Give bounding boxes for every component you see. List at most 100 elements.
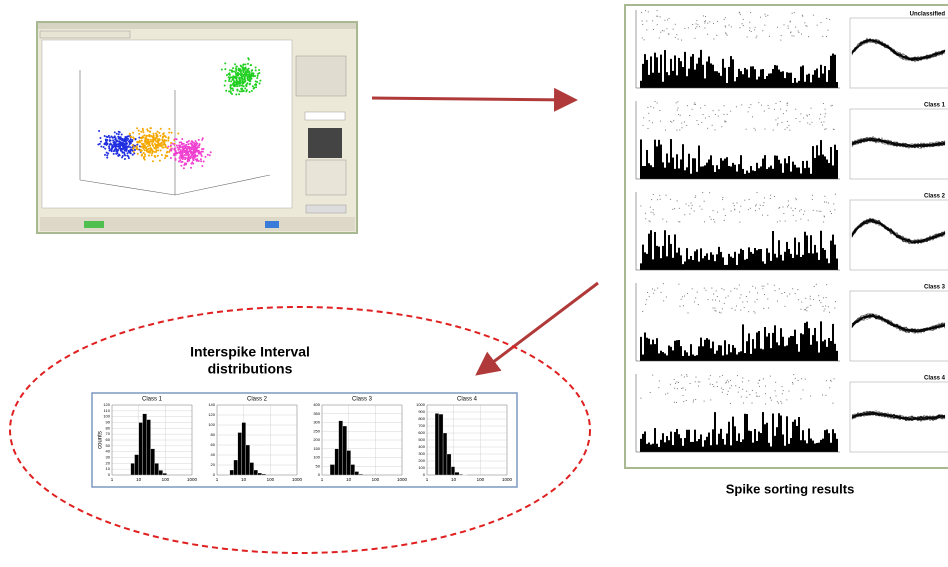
scatter-point [168,128,170,130]
psth-bar [714,261,716,270]
raster-dot [717,21,718,22]
y-tick-label: 40 [106,449,111,454]
psth-bar [792,336,794,361]
scatter-point [247,69,249,71]
psth-bar [804,440,806,452]
psth-bar [646,254,648,270]
psth-bar [808,328,810,361]
scatter-point [192,145,194,147]
scatter-point [191,147,193,149]
raster-dot [699,381,700,382]
psth-bar [654,232,656,270]
raster-dot [807,122,808,123]
scatter-point [118,154,120,156]
psth-bar [766,169,768,179]
scatter-point [209,154,211,156]
psth-bar [694,251,696,270]
psth-bar [830,56,832,88]
psth-bar [688,356,690,361]
raster-dot [687,376,688,377]
psth-bar [736,441,738,452]
raster-dot [714,310,715,311]
raster-dot [749,107,750,108]
raster-dot [830,380,831,381]
raster-dot [832,403,833,404]
scatter-point [136,147,138,149]
scatter-point [234,63,236,65]
raster-dot [752,403,753,404]
psth-bar [744,353,746,361]
psth-bar [648,443,650,452]
raster-dot [668,33,669,34]
y-tick-label: 400 [313,402,320,407]
psth-bar [734,81,736,88]
raster-dot [756,392,757,393]
psth-bar [688,69,690,88]
psth-bar [766,423,768,452]
raster-dot [774,285,775,286]
scatter-point [231,71,233,73]
scatter-point [239,68,241,70]
psth-bar [672,445,674,452]
raster-dot [759,380,760,381]
raster-dot [806,115,807,116]
scatter-point [195,140,197,142]
raster-dot [759,386,760,387]
psth-bar [710,63,712,88]
scatter-point [228,76,230,78]
raster-dot [764,286,765,287]
raster-dot [822,394,823,395]
raster-dot [678,114,679,115]
psth-bar [716,254,718,270]
raster-dot [798,299,799,300]
raster-dot [795,293,796,294]
psth-bar [816,443,818,452]
psth-bar [782,173,784,179]
psth-bar [706,338,708,361]
raster-dot [684,214,685,215]
psth-bar [728,166,730,179]
scatter-point [162,133,164,135]
raster-dot [749,292,750,293]
scatter-point [251,78,253,80]
scatter-point [109,144,111,146]
raster-dot [810,305,811,306]
psth-bar [712,65,714,88]
scatter-point [228,80,230,82]
raster-dot [765,16,766,17]
psth-bar [662,162,664,179]
psth-bar [726,83,728,88]
psth-bar [674,432,676,452]
psth-bar [714,172,716,179]
raster-dot [765,393,766,394]
psth-bar [798,167,800,179]
psth-bar [786,242,788,270]
psth-bar [802,65,804,88]
psth-bar [754,69,756,88]
psth-bar [686,167,688,179]
raster-dot [825,113,826,114]
psth-bar [740,155,742,179]
raster-dot [742,377,743,378]
raster-dot [684,28,685,29]
scatter-point [118,131,120,133]
raster-dot [649,220,650,221]
psth-bar [694,356,696,361]
raster-dot [707,128,708,129]
raster-dot [654,290,655,291]
raster-dot [736,288,737,289]
raster-dot [826,18,827,19]
psth-bar [778,345,780,361]
raster-dot [674,388,675,389]
raster-dot [739,298,740,299]
raster-dot [834,307,835,308]
scatter-point [236,80,238,82]
raster-dot [692,288,693,289]
scatter-point [152,145,154,147]
y-tick-label: 100 [103,414,110,419]
raster-dot [828,202,829,203]
x-tick-label: 1000 [292,477,303,482]
scatter-point [243,63,245,65]
psth-bar [836,82,838,88]
scatter-point [230,80,232,82]
